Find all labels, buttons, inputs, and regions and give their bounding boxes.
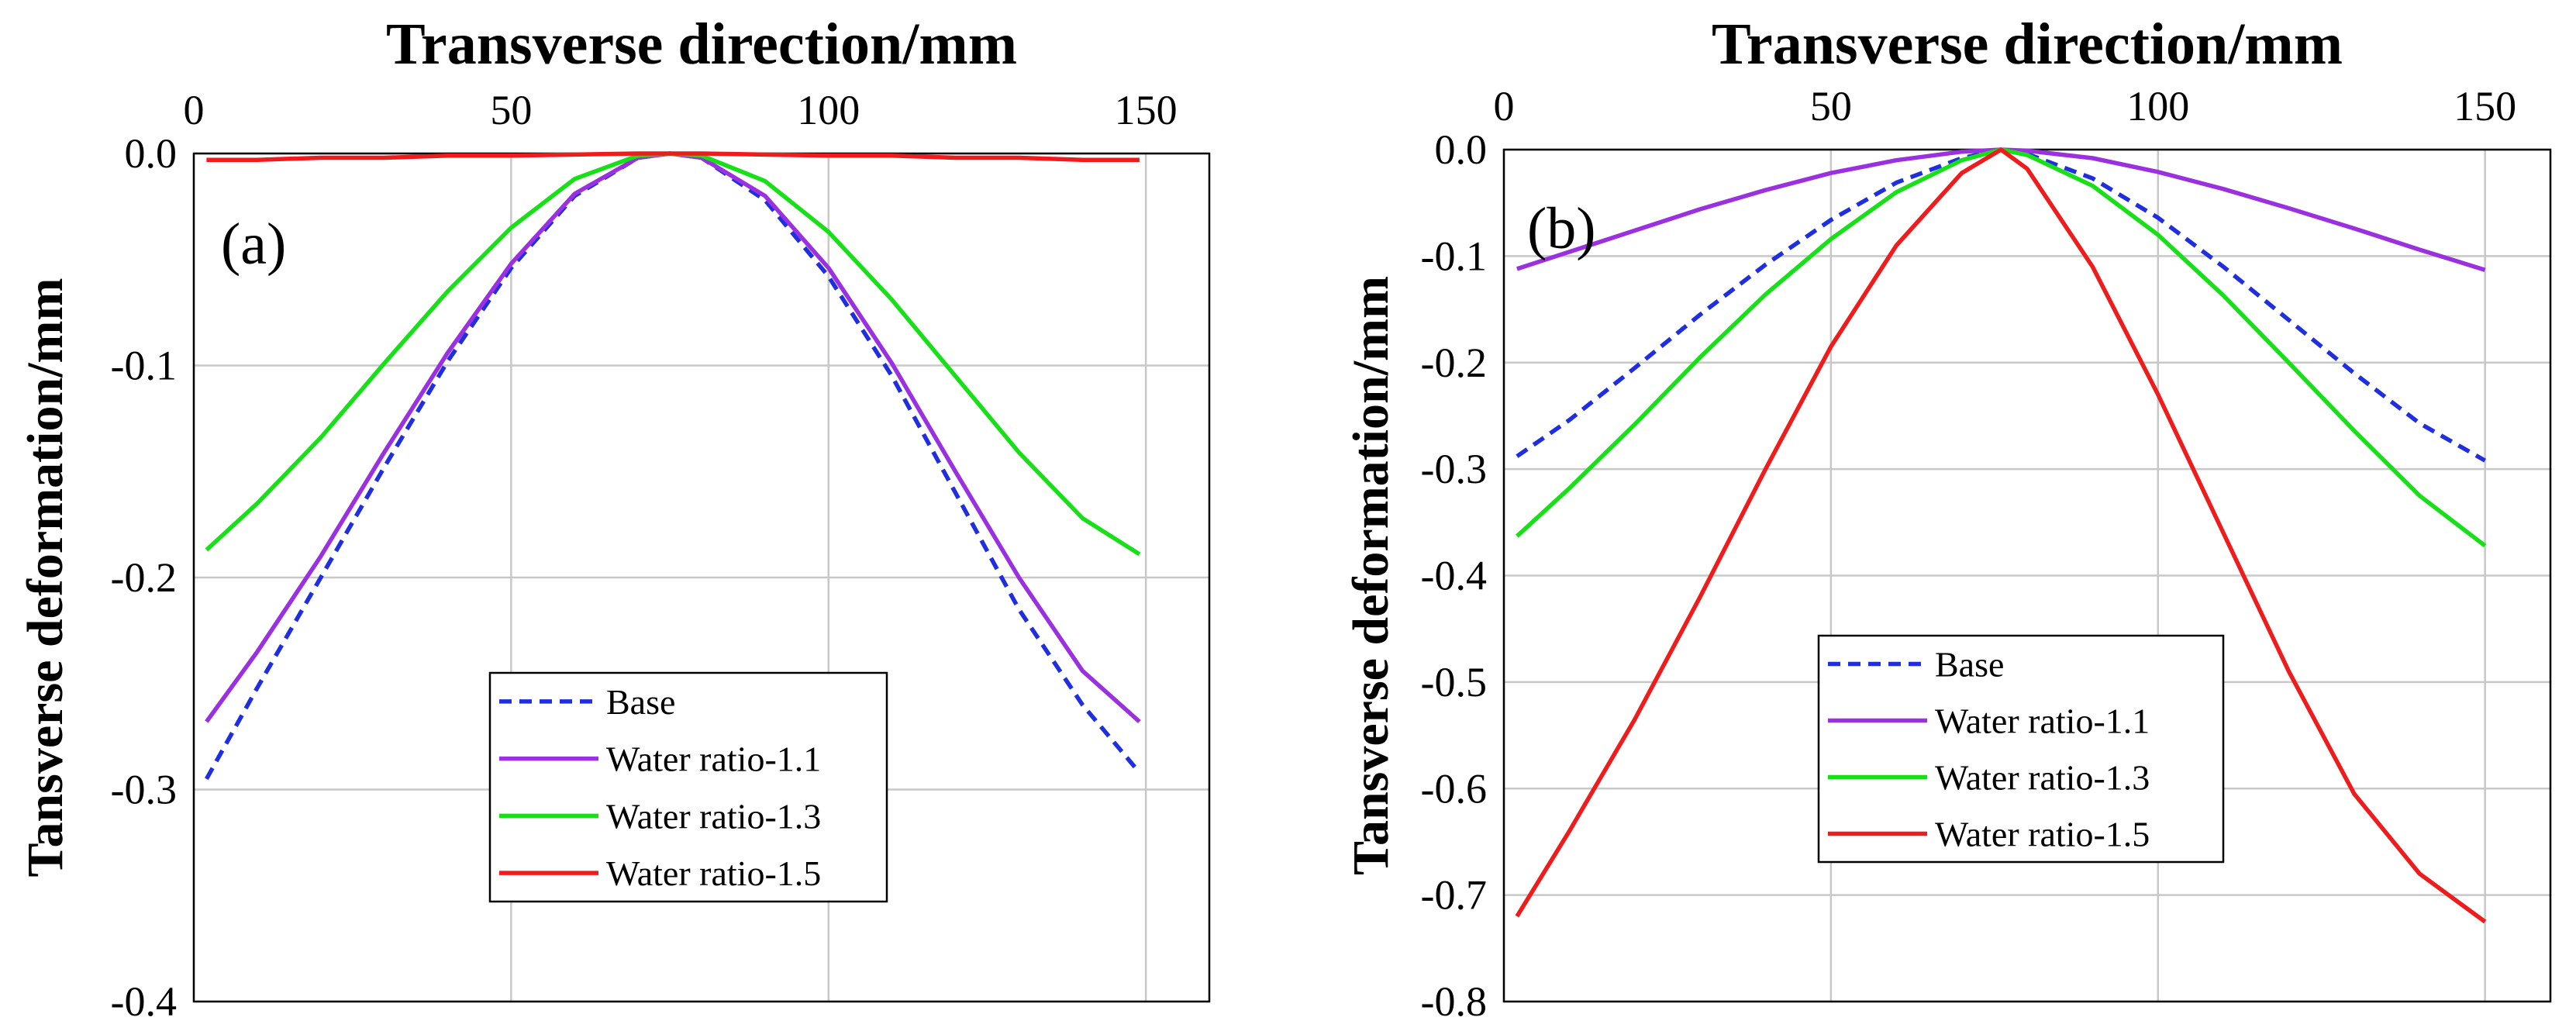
y-tick-label: 0.0 [1435, 126, 1488, 173]
series-line-water-ratio-1-5 [1515, 147, 2487, 924]
x-tick-label: 100 [2126, 83, 2189, 129]
x-tick-label: 150 [2454, 83, 2516, 129]
y-axis-label: Tansverse deformation/mm [1343, 276, 1399, 875]
series-line-water-ratio-1-3 [205, 151, 1141, 557]
legend-label: Base [606, 682, 675, 722]
y-tick-label: -0.4 [111, 978, 177, 1025]
y-tick-label: -0.3 [1421, 446, 1487, 492]
y-tick-label: -0.3 [111, 767, 177, 813]
x-tick-label: 50 [1810, 83, 1852, 129]
y-tick-label: 0.0 [125, 130, 178, 177]
series-line-base [1516, 147, 2486, 463]
chart-panel-a: Transverse direction/mm 0 50 100 150 0.0 -0.1 -… [17, 12, 1211, 1025]
legend-box [1817, 634, 2225, 864]
y-tick-label: -0.7 [1421, 872, 1487, 919]
y-axis-label: Tansverse deformation/mm [17, 278, 74, 878]
series-line-water-ratio-1-3 [1516, 147, 2487, 548]
y-tick-label: -0.2 [111, 554, 177, 601]
x-tick-label: 150 [1115, 87, 1178, 133]
legend-label: Water ratio-1.1 [606, 740, 821, 779]
x-tick-label: 100 [797, 87, 860, 133]
y-tick-label: -0.5 [1421, 659, 1487, 705]
legend-label: Water ratio-1.5 [606, 853, 821, 893]
legend-label: Base [1935, 645, 2004, 684]
series-line-water-ratio-1-1 [1516, 147, 2486, 272]
x-tick-label: 50 [490, 87, 532, 133]
legend-label: Water ratio-1.3 [1935, 758, 2150, 798]
legend-box [488, 671, 888, 903]
x-tick-label: 0 [184, 87, 205, 133]
legend: Base Water ratio-1.1 Water ratio-1.3 Water … [1817, 634, 2225, 864]
legend-label: Water ratio-1.3 [606, 796, 821, 836]
chart-panel-b: Transverse direction/mm 0 50 100 150 0.0 -0.1 -… [1343, 12, 2552, 1025]
axis-title: Transverse direction/mm [386, 12, 1017, 77]
series-line-water-ratio-1-1 [205, 151, 1141, 724]
series-line-water-ratio-1-5 [206, 151, 1140, 162]
y-tick-label: -0.4 [1421, 553, 1487, 599]
panel-label: (b) [1527, 196, 1596, 261]
y-tick-label: -0.2 [1421, 340, 1487, 386]
y-tick-label: -0.1 [111, 343, 177, 389]
panel-label: (a) [221, 212, 286, 277]
legend-label: Water ratio-1.5 [1935, 815, 2150, 854]
x-tick-label: 0 [1494, 83, 1515, 129]
legend-label: Water ratio-1.1 [1935, 702, 2150, 741]
y-tick-label: -0.1 [1421, 233, 1487, 279]
y-tick-label: -0.8 [1421, 978, 1487, 1025]
axis-title: Transverse direction/mm [1712, 12, 2343, 77]
y-tick-label: -0.6 [1421, 765, 1487, 812]
legend: Base Water ratio-1.1 Water ratio-1.3 Water … [488, 671, 888, 903]
